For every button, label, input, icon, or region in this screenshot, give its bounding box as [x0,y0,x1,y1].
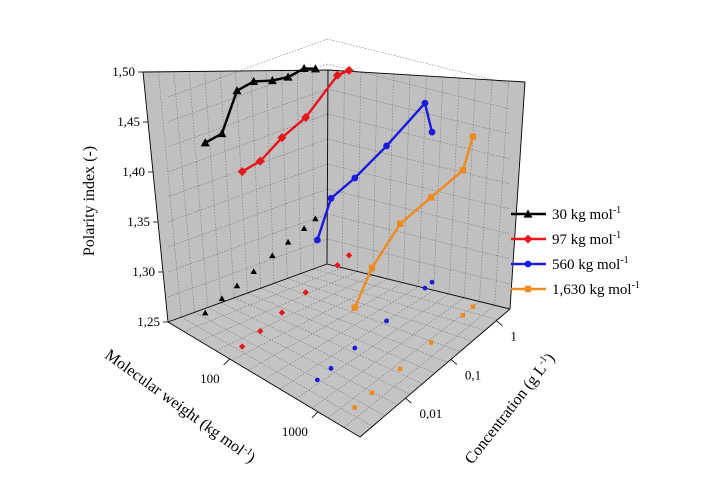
y-axis-label: Polarity index (-) [81,146,98,256]
data-point [200,138,210,147]
chart-box-edges [142,69,526,438]
data-point [459,167,467,174]
x-tick-label: 1000 [282,424,308,439]
series-line [353,136,475,309]
x-tick-labels: 100 1000 [200,358,319,439]
legend-marker [523,234,533,244]
floor-point [422,285,428,291]
data-point [344,65,354,75]
floor-point [397,366,403,372]
floor-point [300,225,308,231]
floor-point [312,215,319,222]
x-axis-label: Molecular weight (kg mol-1) [102,346,259,467]
data-point [249,76,259,86]
floor-point [314,377,320,383]
floor-point [328,365,334,371]
series-line [316,100,434,241]
data-point [383,142,390,150]
floor [168,264,510,437]
legend-entry: 30 kg mol-1 [552,205,621,223]
data-point [428,128,436,136]
data-point [217,129,227,138]
y-tick-label: 1,35 [127,214,150,229]
z-tick-label: 0,01 [419,406,442,421]
legend-entry: 560 kg mol-1 [552,255,629,273]
legend-marker [524,260,532,268]
data-point [421,99,429,107]
floor-point [302,289,309,296]
floor-point [284,238,292,245]
data-point [267,76,277,85]
data-point [255,156,265,166]
legend-entry: 97 kg mol-1 [552,230,621,248]
data-point [299,63,309,73]
z-tick-label: 1 [510,329,516,344]
legend-marker [523,209,533,218]
y-tick-label: 1,50 [112,64,135,79]
data-point [232,86,242,95]
floor-point [238,343,246,350]
data-point [310,64,320,73]
floor-point [257,327,264,335]
legend: 30 kg mol-1 97 kg mol-1 560 kg mol-1 1,630 … [511,205,640,298]
data-point [351,304,358,311]
z-tick-label: 0,1 [465,367,481,382]
legend-marker [524,285,532,293]
floor-projections [202,215,476,410]
floor-point [345,252,353,259]
y-tick-label: 1,45 [117,114,140,129]
floor-point [278,309,286,316]
data-point [396,220,404,227]
data-point [368,264,376,271]
y-tick-label: 1,25 [137,314,160,329]
left-wall [143,70,328,322]
x-tick-label: 100 [200,371,220,386]
series-markers [200,63,477,311]
floor-point [352,405,357,410]
data-point [327,194,335,202]
z-tick-labels: 0,01 0,1 1 [405,320,517,421]
data-point [469,133,477,140]
data-point [332,70,342,80]
y-tick-label: 1,30 [132,264,155,279]
floor-point [428,340,434,345]
floor-point [250,268,257,274]
y-tick-label: 1,40 [122,164,145,179]
floor-point [429,279,435,285]
data-point [351,174,359,182]
floor-point [384,318,389,324]
floor-point [202,309,209,316]
data-point [237,167,247,177]
floor-point [470,304,476,309]
chart-walls [143,70,525,437]
legend-entry: 1,630 kg mol-1 [552,280,640,298]
chart-grid [158,38,511,428]
floor-point [269,252,276,259]
data-point [283,72,293,81]
data-point [301,112,311,122]
y-tick-labels: 1,25 1,30 1,35 1,40 1,45 1,50 [112,64,168,329]
right-wall [327,70,525,309]
floor-point [218,295,226,302]
floor-point [334,262,341,269]
floor-point [369,390,375,396]
data-point [277,133,287,143]
data-point [427,194,435,201]
data-point [313,236,321,244]
floor-point [352,345,358,351]
floor-point [233,282,241,289]
floor-point [460,313,466,318]
